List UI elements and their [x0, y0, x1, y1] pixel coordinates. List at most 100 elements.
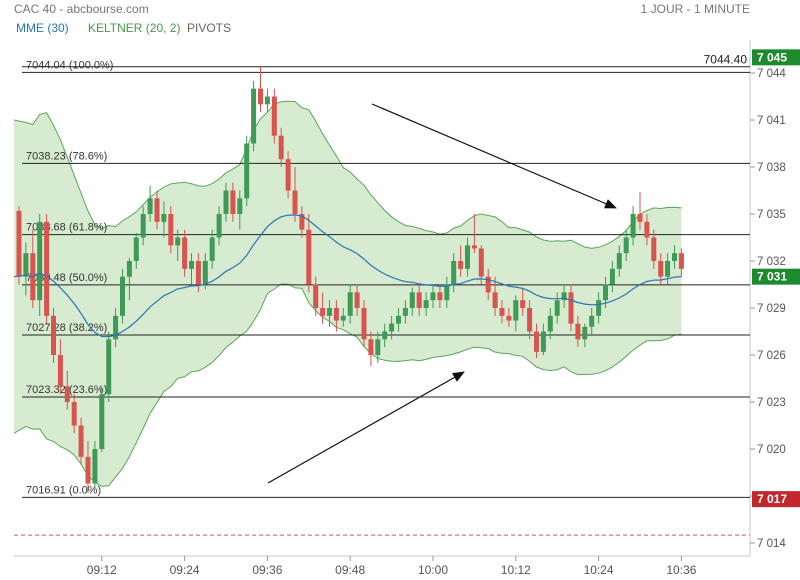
- candle-body: [147, 198, 153, 214]
- x-tick-label: 09:12: [87, 563, 117, 577]
- candle-body: [175, 237, 181, 246]
- y-tick-label: 7 044: [757, 68, 786, 80]
- candle-body: [189, 261, 194, 269]
- candle-body: [340, 315, 346, 321]
- candle-body: [92, 449, 98, 484]
- candle-body: [44, 221, 50, 316]
- candle-body: [244, 143, 250, 199]
- y-tick-label: 7 014: [757, 538, 786, 550]
- keltner-lower: [13, 283, 682, 487]
- high-annotation: 7044.40: [704, 53, 748, 67]
- candle-body: [320, 308, 326, 316]
- fib-level-label: 7044.04 (100.0%): [26, 59, 113, 71]
- candle-body: [430, 292, 436, 301]
- candle-body: [444, 284, 450, 301]
- y-tick-label: 7 023: [757, 397, 786, 409]
- candle-body: [113, 315, 119, 340]
- x-tick-label: 10:00: [418, 563, 448, 577]
- candle-body: [78, 425, 84, 457]
- candle-body: [161, 214, 167, 222]
- x-tick-label: 09:24: [170, 563, 200, 577]
- candle-body: [527, 308, 533, 332]
- candle-body: [630, 214, 636, 238]
- candle-body: [665, 261, 671, 277]
- trend-arrow-up: [267, 371, 465, 484]
- candle-body: [589, 315, 595, 327]
- candle-body: [99, 394, 105, 449]
- candle-body: [223, 190, 229, 214]
- candle-body: [168, 214, 174, 246]
- candle-body: [57, 355, 63, 387]
- candle-body: [120, 276, 125, 316]
- candle-body: [596, 300, 602, 316]
- candle-body: [485, 276, 491, 293]
- timeframe-label[interactable]: 1 JOUR - 1 MINUTE: [640, 2, 750, 16]
- candle-body: [251, 88, 257, 144]
- candle-body: [354, 292, 360, 308]
- candle-body: [554, 300, 560, 316]
- candle-body: [126, 261, 132, 277]
- candle-body: [313, 284, 319, 308]
- candle-body: [678, 253, 684, 269]
- candle-body: [368, 339, 374, 355]
- candle-body: [520, 300, 526, 308]
- candle-body: [216, 214, 222, 238]
- candle-body: [561, 292, 567, 301]
- candle-body: [278, 135, 284, 160]
- candle-body: [299, 214, 305, 230]
- candle-body: [437, 292, 443, 301]
- candle-body: [327, 308, 332, 316]
- candle-body: [465, 245, 470, 269]
- candle-body: [658, 261, 664, 277]
- candle-body: [513, 300, 519, 321]
- candle-body: [416, 292, 422, 308]
- price-tag-low: [752, 491, 800, 508]
- x-tick-label: 10:36: [666, 563, 696, 577]
- y-tick-label: 7 026: [757, 350, 786, 362]
- candle-body: [637, 214, 643, 222]
- candle-body: [195, 261, 201, 285]
- candle-body: [306, 229, 312, 285]
- candle-body: [534, 331, 539, 352]
- candle-body: [230, 190, 236, 214]
- candle-body: [382, 331, 388, 340]
- candle-body: [402, 308, 408, 316]
- price-tag-current: [752, 268, 800, 285]
- candle-body: [540, 331, 546, 352]
- candle-body: [478, 248, 484, 277]
- indicator-keltner[interactable]: KELTNER (20, 2): [88, 21, 181, 35]
- keltner-upper: [13, 100, 682, 249]
- candle-body: [492, 292, 498, 308]
- candle-body: [133, 237, 139, 261]
- candle-body: [37, 221, 43, 301]
- candle-body: [202, 261, 208, 285]
- indicator-ema[interactable]: MME (30): [16, 21, 69, 35]
- candle-body: [16, 210, 22, 277]
- candle-body: [458, 261, 464, 269]
- y-tick-label: 7 035: [757, 209, 786, 221]
- candle-body: [347, 292, 353, 316]
- candle-body: [140, 214, 146, 238]
- x-tick-label: 09:48: [335, 563, 365, 577]
- price-tag-label: 7 031: [757, 270, 787, 284]
- candle-body: [506, 315, 512, 321]
- fib-level-label: 7027.28 (38.2%): [26, 322, 107, 334]
- candle-body: [182, 237, 188, 269]
- trend-arrow-down: [371, 103, 617, 209]
- candle-body: [409, 292, 415, 308]
- chart-title: CAC 40 - abcbourse.com: [14, 2, 149, 16]
- candle-body: [609, 268, 615, 285]
- candle-body: [568, 292, 574, 324]
- indicator-pivots[interactable]: PIVOTS: [187, 21, 232, 35]
- candle-body: [51, 315, 56, 355]
- candle-body: [106, 339, 112, 395]
- fib-level-label: 7038.23 (78.6%): [26, 150, 107, 162]
- candle-body: [154, 198, 160, 222]
- candle-body: [258, 88, 263, 105]
- candle-body: [333, 308, 339, 321]
- y-tick-label: 7 032: [757, 256, 786, 268]
- candle-body: [396, 315, 401, 324]
- y-tick-label: 7 038: [757, 162, 786, 174]
- candle-body: [603, 284, 608, 301]
